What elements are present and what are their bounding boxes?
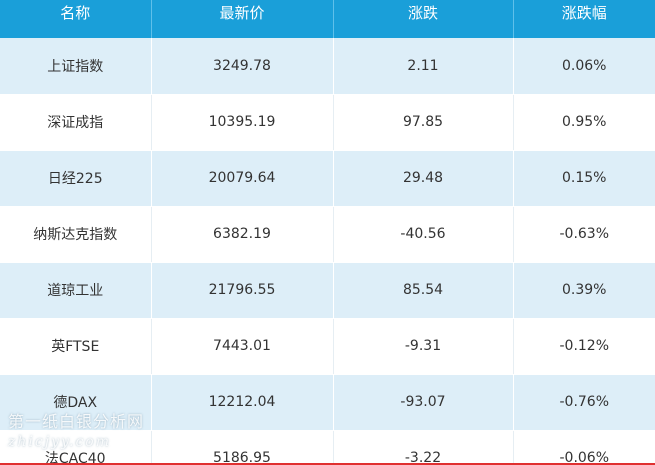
bottom-accent-line (0, 463, 655, 465)
watermark-url: zhicjyy.com (8, 434, 112, 450)
table-row[interactable]: 上证指数 3249.78 2.11 0.06% (0, 38, 655, 95)
index-price: 12212.04 (151, 374, 334, 431)
index-name: 日经225 (0, 150, 152, 207)
index-change-pct: 0.39% (513, 262, 655, 319)
index-price: 10395.19 (151, 94, 334, 151)
index-name: 英FTSE (0, 318, 152, 375)
index-price: 3249.78 (151, 38, 334, 95)
index-change: 85.54 (333, 262, 514, 319)
index-price: 21796.55 (151, 262, 334, 319)
table-row[interactable]: 英FTSE 7443.01 -9.31 -0.12% (0, 318, 655, 375)
index-name: 纳斯达克指数 (0, 206, 152, 263)
index-price: 7443.01 (151, 318, 334, 375)
index-change: -93.07 (333, 374, 514, 431)
table-header: 名称 最新价 涨跌 涨跌幅 (0, 0, 655, 38)
index-change: -3.22 (333, 430, 514, 465)
index-name: 上证指数 (0, 38, 152, 95)
index-change-pct: -0.63% (513, 206, 655, 263)
table-row[interactable]: 深证成指 10395.19 97.85 0.95% (0, 94, 655, 151)
index-change: 2.11 (333, 38, 514, 95)
index-change: 29.48 (333, 150, 514, 207)
index-price: 20079.64 (151, 150, 334, 207)
index-change-pct: 0.95% (513, 94, 655, 151)
index-change: -40.56 (333, 206, 514, 263)
site-watermark: 第一纸白银分析网 zhicjyy.com (8, 412, 144, 452)
table-body: 上证指数 3249.78 2.11 0.06% 深证成指 10395.19 97… (0, 38, 655, 465)
column-header-name[interactable]: 名称 (0, 0, 152, 38)
table-row[interactable]: 德DAX 12212.04 -93.07 -0.76% (0, 374, 655, 431)
table-row[interactable]: 道琼工业 21796.55 85.54 0.39% (0, 262, 655, 319)
index-change: -9.31 (333, 318, 514, 375)
header-row: 名称 最新价 涨跌 涨跌幅 (0, 0, 655, 38)
table-row[interactable]: 纳斯达克指数 6382.19 -40.56 -0.63% (0, 206, 655, 263)
index-name: 德DAX (0, 374, 152, 431)
index-change-pct: 0.06% (513, 38, 655, 95)
index-change-pct: -0.76% (513, 374, 655, 431)
column-header-price[interactable]: 最新价 (151, 0, 334, 38)
index-name: 道琼工业 (0, 262, 152, 319)
column-header-change-pct[interactable]: 涨跌幅 (513, 0, 655, 38)
index-name: 法CAC40 (0, 430, 152, 465)
table-row[interactable]: 日经225 20079.64 29.48 0.15% (0, 150, 655, 207)
table-row[interactable]: 法CAC40 5186.95 -3.22 -0.06% (0, 430, 655, 465)
index-change-pct: 0.15% (513, 150, 655, 207)
index-name: 深证成指 (0, 94, 152, 151)
index-change-pct: -0.12% (513, 318, 655, 375)
index-change-pct: -0.06% (513, 430, 655, 465)
column-header-change[interactable]: 涨跌 (333, 0, 514, 38)
index-price: 5186.95 (151, 430, 334, 465)
watermark-title: 第一纸白银分析网 (8, 412, 145, 431)
index-price: 6382.19 (151, 206, 334, 263)
index-change: 97.85 (333, 94, 514, 151)
